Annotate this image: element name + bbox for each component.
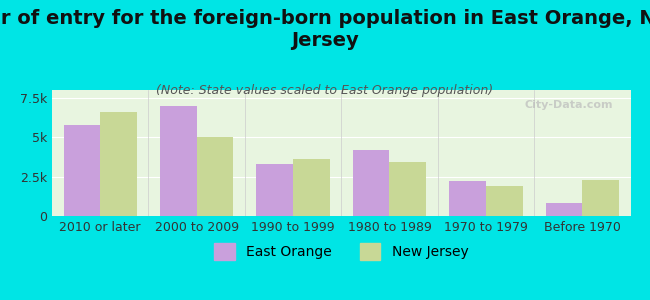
Bar [389, 162, 426, 216]
Bar [545, 203, 582, 216]
Text: City-Data.com: City-Data.com [525, 100, 613, 110]
Bar [449, 181, 486, 216]
Bar [64, 124, 100, 216]
Text: (Note: State values scaled to East Orange population): (Note: State values scaled to East Orang… [157, 84, 493, 97]
Bar [293, 159, 330, 216]
Bar [256, 164, 293, 216]
Bar [100, 112, 137, 216]
Bar [160, 106, 196, 216]
Bar [196, 137, 233, 216]
Bar [582, 180, 619, 216]
Text: Year of entry for the foreign-born population in East Orange, New
Jersey: Year of entry for the foreign-born popul… [0, 9, 650, 50]
Bar [486, 186, 523, 216]
Bar [353, 150, 389, 216]
Legend: East Orange, New Jersey: East Orange, New Jersey [209, 238, 474, 266]
